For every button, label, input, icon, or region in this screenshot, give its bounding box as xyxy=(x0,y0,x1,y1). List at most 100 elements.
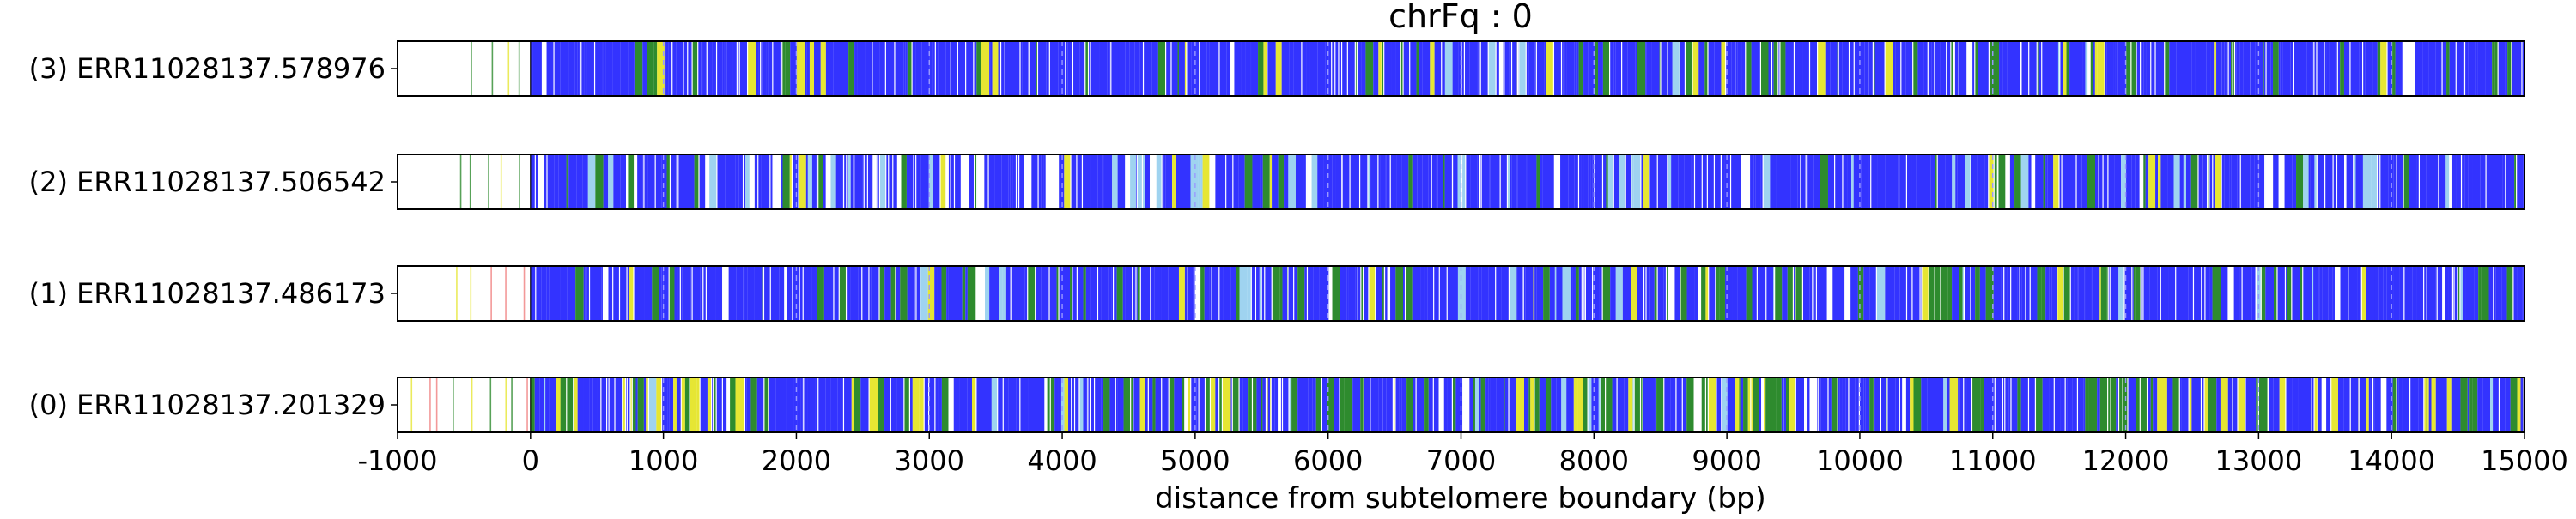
track-stripe xyxy=(934,266,938,321)
track-stripe xyxy=(2005,154,2010,209)
track-gap xyxy=(2441,41,2443,96)
track-stripe xyxy=(1603,154,1607,209)
track-stripe xyxy=(1319,266,1321,321)
track-stripe xyxy=(1519,41,1527,96)
track-stripe xyxy=(1347,41,1356,96)
track-stripe xyxy=(1568,154,1575,209)
track-stripe xyxy=(1714,41,1722,96)
track-stripe xyxy=(2004,266,2008,321)
track-stripe xyxy=(1473,377,1475,432)
track-stripe xyxy=(1842,377,1846,432)
track-stripe xyxy=(2257,266,2262,321)
track-stripe xyxy=(560,41,569,96)
track-stripe xyxy=(1133,266,1135,321)
track-stripe xyxy=(659,266,662,321)
track-stripe xyxy=(1260,154,1263,209)
track-stripe xyxy=(2416,154,2421,209)
track-gap xyxy=(622,377,623,432)
track-stripe xyxy=(1068,377,1072,432)
track-stripe xyxy=(1619,154,1626,209)
track-gap xyxy=(2130,41,2132,96)
track-stripe xyxy=(1941,266,1948,321)
track-stripe xyxy=(957,266,963,321)
track-stripe xyxy=(732,154,736,209)
track-stripe xyxy=(1018,266,1025,321)
track-stripe xyxy=(1239,377,1243,432)
track-stripe xyxy=(2505,377,2511,432)
track-stripe xyxy=(1010,154,1013,209)
track-stripe xyxy=(756,41,759,96)
track-stripe xyxy=(1551,377,1557,432)
track-stripe xyxy=(1390,266,1396,321)
track-gap xyxy=(948,377,950,432)
track-stripe xyxy=(1125,154,1131,209)
track-stripe xyxy=(726,377,731,432)
track-stripe xyxy=(2298,377,2306,432)
track-gap xyxy=(2142,266,2144,321)
track-stripe xyxy=(671,154,677,209)
track-stripe xyxy=(1913,377,1922,432)
track-gap xyxy=(1707,377,1710,432)
track-stripe xyxy=(1419,41,1423,96)
track-stripe xyxy=(2041,266,2046,321)
track-gap xyxy=(878,266,880,321)
track-stripe xyxy=(1701,266,1706,321)
track-stripe xyxy=(790,41,797,96)
track-stripe xyxy=(1644,266,1647,321)
track-stripe xyxy=(2011,266,2018,321)
track-stripe xyxy=(1274,377,1279,432)
track-stripe xyxy=(1739,377,1741,432)
track-stripe xyxy=(2507,41,2512,96)
track-stripe xyxy=(1610,266,1616,321)
track-stripe xyxy=(2290,41,2295,96)
track-stripe xyxy=(2460,377,2468,432)
track-stripe xyxy=(2189,377,2192,432)
track-gap xyxy=(1065,41,1066,96)
track-stripe xyxy=(1682,377,1687,432)
track-stripe xyxy=(687,154,695,209)
track-stripe xyxy=(2037,266,2042,321)
track-gap xyxy=(1078,377,1080,432)
track-stripe xyxy=(904,377,911,432)
track-stripe xyxy=(1390,154,1397,209)
track-stripe xyxy=(1622,266,1631,321)
track-stripe xyxy=(1838,41,1843,96)
track-stripe xyxy=(560,377,568,432)
track-stripe xyxy=(1573,377,1578,432)
track-stripe xyxy=(2424,266,2427,321)
track-stripe xyxy=(1516,377,1524,432)
track-stripe xyxy=(1064,377,1069,432)
track-stripe xyxy=(817,266,824,321)
track-gap xyxy=(2150,41,2152,96)
track-stripe xyxy=(1949,377,1959,432)
track-gap xyxy=(769,154,771,209)
track-stripe xyxy=(1165,154,1173,209)
track-stripe xyxy=(2317,41,2325,96)
track-gap xyxy=(2332,154,2334,209)
track-stripe xyxy=(2482,377,2491,432)
track-stripe xyxy=(1827,154,1836,209)
track-stripe xyxy=(905,41,908,96)
track-stripe xyxy=(2366,266,2375,321)
track-stripe xyxy=(716,377,723,432)
track-stripe xyxy=(2294,41,2300,96)
track-gap xyxy=(1265,377,1267,432)
track-stripe xyxy=(1174,377,1182,432)
track-gap xyxy=(1383,266,1386,321)
track-gap xyxy=(2208,154,2210,209)
track-stripe xyxy=(1413,377,1417,432)
track-gap xyxy=(2396,377,2397,432)
track-gap xyxy=(894,41,896,96)
track-gap xyxy=(892,154,894,209)
track-stripe xyxy=(2213,154,2215,209)
track-gap xyxy=(1209,154,1211,209)
track-stripe xyxy=(1269,154,1273,209)
track-gap xyxy=(1084,41,1086,96)
track-stripe xyxy=(1480,41,1489,96)
track-gap xyxy=(2146,377,2148,432)
track-stripe xyxy=(1966,377,1973,432)
track-gap xyxy=(1168,377,1170,432)
track-stripe xyxy=(1279,266,1283,321)
track-stripe xyxy=(1410,41,1417,96)
track-gap xyxy=(713,377,714,432)
